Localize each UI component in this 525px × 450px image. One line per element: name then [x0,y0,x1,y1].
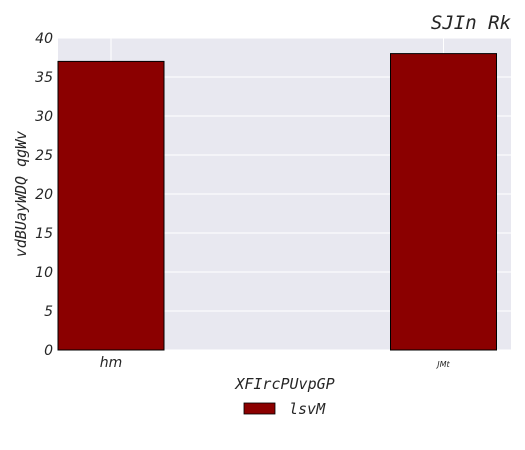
chart-title: SJIn Rk [431,12,512,34]
y-tick-label: 0 [44,343,53,359]
legend-label: lsvM [289,400,326,418]
bar-jmt [390,53,497,351]
y-tick-label: 20 [35,187,53,203]
y-tick-label: 30 [35,109,53,125]
y-tick-label: 40 [35,31,53,47]
y-tick-label: 5 [44,304,53,320]
bar-hm [57,60,165,351]
y-tick-labels: 0 5 10 15 20 25 30 35 40 [35,31,53,359]
x-tick-label: hm [100,355,123,371]
y-tick-label: 15 [35,226,53,242]
x-tick-labels: hm JMt [100,355,451,371]
bars [57,53,497,351]
x-axis-label: XFIrcPUvpGP [234,375,334,393]
legend-swatch [243,402,276,415]
legend: lsvM [243,400,326,418]
y-tick-label: 25 [35,148,53,164]
y-tick-label: 35 [35,70,53,86]
y-tick-label: 10 [35,265,53,281]
y-axis-label: vdBUayWDQ qgWv [12,131,30,257]
x-tick-label: JMt [435,360,450,369]
